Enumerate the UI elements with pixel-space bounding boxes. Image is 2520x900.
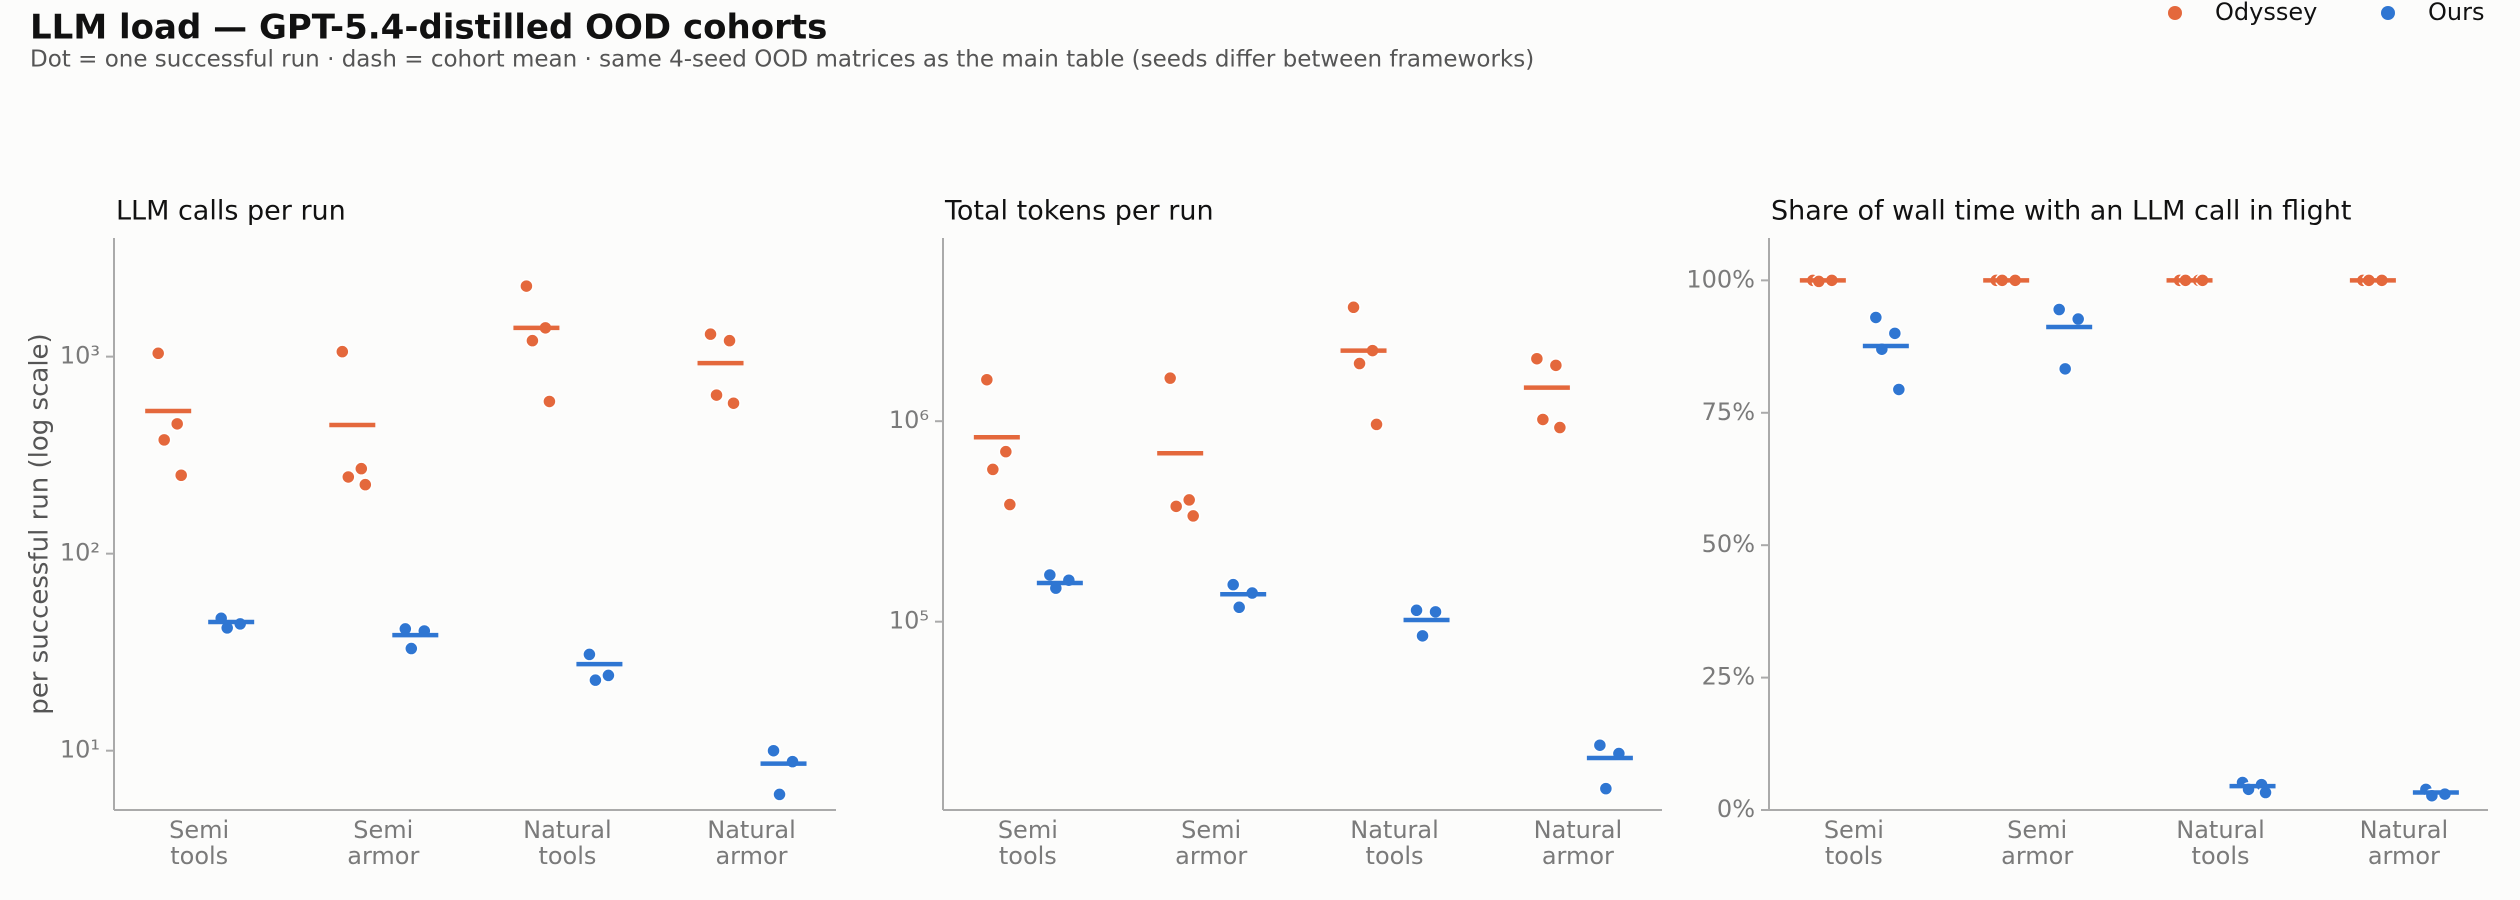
x-tick-label: Natural tools [2176,816,2265,870]
run-dot [985,462,1001,477]
run-dot [601,668,616,683]
run-dot [998,444,1014,459]
run-dot [2057,361,2073,377]
x-tick-label: Natural tools [1350,816,1439,870]
run-dot [525,333,540,348]
y-tick-label: 10² [60,539,100,567]
run-dot [1231,600,1247,615]
run-dot [1185,508,1201,524]
run-dot [341,469,356,485]
run-dot [1598,781,1614,796]
run-dot [1225,577,1241,592]
run-dot [519,278,534,294]
x-tick-label: Semi armor [1175,816,1247,870]
x-tick-label: Semi armor [2001,816,2073,870]
run-dot [1352,356,1367,371]
run-dot [1552,420,1568,435]
run-dot [1891,382,1907,397]
run-dot [358,477,373,492]
run-dot [772,787,787,802]
legend-marker [2168,6,2182,20]
run-dot [2051,302,2067,317]
run-dot [1346,300,1361,315]
run-dot [1548,358,1564,373]
y-tick-label: 10³ [60,342,100,370]
run-dot [2070,311,2086,327]
run-dot [766,743,781,758]
run-dot [354,461,369,476]
panel-title: Share of wall time with an LLM call in f… [1771,196,2352,227]
y-tick-label: 100% [1686,265,1755,293]
run-dot [1002,497,1018,512]
run-dot [1042,567,1058,583]
run-dot [169,416,185,432]
run-dot [979,372,995,387]
x-tick-label: Semi armor [347,816,419,870]
run-dot [722,333,737,348]
run-dot [173,467,189,483]
run-dot [1369,417,1384,432]
y-tick-label: 10¹ [60,736,100,764]
y-tick-label: 10⁶ [889,406,929,434]
run-dot [1868,310,1884,325]
run-dot [1428,604,1443,620]
panel-title: Total tokens per run [944,196,1214,227]
run-dot [582,647,597,662]
run-dot [1592,737,1608,753]
run-dot [588,672,603,688]
legend-marker [2381,6,2395,20]
x-tick-label: Semi tools [998,816,1058,870]
run-dot [1535,412,1551,427]
y-tick-label: 0% [1717,795,1755,823]
run-dot [335,344,350,359]
run-dot [726,395,741,411]
y-tick-label: 25% [1702,663,1755,691]
run-dot [709,387,724,403]
run-dot [1415,628,1430,644]
run-dot [156,432,172,448]
panel-title: LLM calls per run [116,196,346,227]
x-tick-label: Natural tools [523,816,612,870]
run-dot [1162,370,1178,386]
run-dot [703,326,718,342]
figure-title: LLM load — GPT-5.4-distilled OOD cohorts [30,8,827,48]
legend-label: Ours [2428,0,2484,26]
run-dot [1409,603,1424,618]
figure-subtitle: Dot = one successful run · dash = cohort… [30,47,1534,73]
run-dot [150,346,166,361]
run-dot [1529,351,1545,366]
run-dot [404,641,419,656]
legend-label: Odyssey [2215,0,2317,26]
x-tick-label: Semi tools [169,816,229,870]
run-dot [1168,499,1184,514]
run-dot [1887,326,1903,341]
y-axis-label: per successful run (log scale) [25,333,55,714]
x-tick-label: Natural armor [1534,816,1623,870]
y-tick-label: 10⁵ [889,607,929,635]
x-tick-label: Semi tools [1824,816,1884,870]
x-tick-label: Natural armor [707,816,796,870]
y-tick-label: 75% [1702,398,1755,426]
run-dot [542,394,557,409]
run-dot [1181,492,1197,508]
y-tick-label: 50% [1702,530,1755,558]
x-tick-label: Natural armor [2360,816,2449,870]
